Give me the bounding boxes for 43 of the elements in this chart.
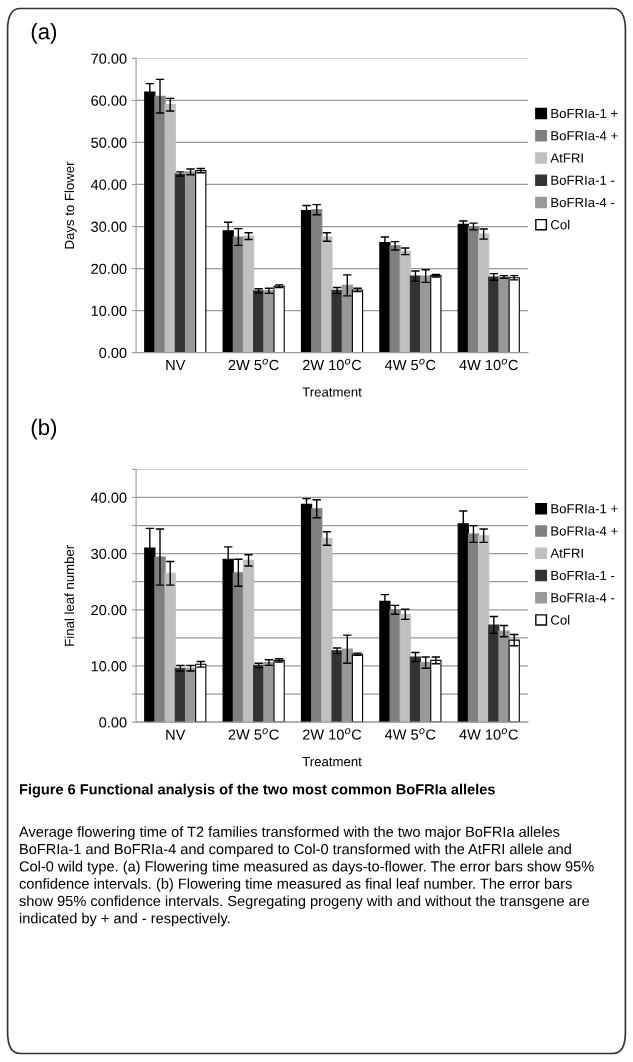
caption: Figure 6 Functional analysis of the two most common BoFRIa alleles [19, 783, 495, 798]
legend-label: AtFRI [550, 153, 583, 163]
x-tick-label: 2W 5$^{o}$C [228, 728, 279, 740]
x-tick-label: 4W 10$^{o}$C [459, 358, 518, 371]
x-tick-label: 4W 10$^{o}$C [459, 728, 518, 740]
x-tick-label: NV [166, 729, 186, 740]
x-axis-title: Treatment [302, 387, 362, 397]
y-axis-title: Final leaf number [64, 545, 75, 646]
x-tick-label: NV [166, 360, 186, 371]
legend-label: Col [551, 219, 570, 230]
y-tick-label: 40.00 [90, 179, 127, 190]
x-tick-label: 2W 10$^{o}$C [302, 358, 362, 371]
text: Average flowering time of T2 families transformed with the two major BoFRIa alleles BoFRIa-1 and BoFRIa-4 and compared to Col-0 transformed with the AtFRI allele and Col-0 wild type. (a) Flowering time measured as days-to-flower. The error bars show 95% confidence intervals. (b) Flowering time measured as final leaf number. The error bars show 95% confidence intervals. Segregating progeny with and without the transgene are indicated by + and - respectively. [19, 826, 594, 927]
x-axis-title: Treatment [302, 757, 362, 767]
legend-label: AtFRI [550, 548, 583, 558]
legend-label: BoFRIa-1 - [551, 175, 615, 185]
x-tick-label: 4W 5$^{o}$C [384, 728, 436, 740]
y-tick-label: 60.00 [91, 95, 127, 106]
y-tick-label: 30.00 [91, 548, 127, 560]
y-tick-label: 20.00 [91, 604, 127, 616]
y-tick-label: 50.00 [91, 137, 127, 148]
y-tick-label: 0.00 [99, 717, 127, 728]
legend-label: BoFRIa-4 + [551, 526, 618, 536]
x-tick-label: 2W 5$^{o}$C [228, 358, 279, 371]
y-tick-label: 0.00 [99, 347, 127, 359]
y-axis-title: Days to Flower [64, 161, 77, 249]
legend-label: Col [551, 615, 570, 625]
legend-label: BoFRIa-1 + [551, 504, 618, 514]
legend-label: BoFRIa-1 - [551, 570, 615, 581]
chart-title: (a) [31, 23, 57, 44]
legend-label: BoFRIa-4 + [551, 131, 618, 141]
legend-label: BoFRIa-4 - [551, 197, 615, 208]
x-tick-label: 2W 10$^{o}$C [302, 728, 362, 740]
legend-label: BoFRIa-4 - [551, 593, 615, 603]
x-tick-label: 4W 5$^{o}$C [384, 358, 436, 371]
y-tick-label: 40.00 [90, 492, 127, 503]
y-tick-label: 10.00 [91, 305, 127, 316]
y-tick-label: 20.00 [91, 263, 127, 274]
chart-title: (b) [31, 418, 57, 440]
y-tick-label: 70.00 [91, 53, 127, 64]
legend-label: BoFRIa-1 + [551, 108, 618, 119]
y-tick-label: 30.00 [91, 221, 127, 232]
y-tick-label: 10.00 [91, 661, 127, 672]
